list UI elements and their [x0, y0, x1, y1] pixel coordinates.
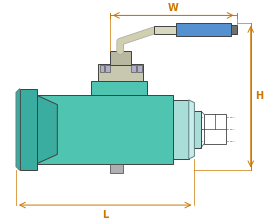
Polygon shape — [231, 25, 237, 34]
Polygon shape — [204, 114, 226, 144]
Polygon shape — [20, 89, 37, 170]
Polygon shape — [173, 111, 201, 148]
Text: H: H — [255, 91, 264, 101]
Polygon shape — [98, 64, 143, 81]
Text: L: L — [102, 210, 108, 220]
Polygon shape — [173, 100, 189, 159]
Polygon shape — [105, 65, 110, 72]
Polygon shape — [91, 81, 147, 95]
Text: D: D — [206, 117, 213, 126]
Text: d: d — [218, 117, 224, 126]
Polygon shape — [16, 89, 20, 170]
Polygon shape — [176, 23, 231, 36]
Text: W: W — [167, 3, 178, 13]
Polygon shape — [110, 164, 123, 173]
Polygon shape — [131, 65, 136, 72]
Polygon shape — [154, 26, 177, 34]
Polygon shape — [100, 65, 104, 72]
Polygon shape — [37, 95, 173, 164]
Polygon shape — [189, 100, 194, 159]
Polygon shape — [37, 95, 57, 164]
Polygon shape — [110, 51, 131, 65]
Polygon shape — [137, 65, 142, 72]
